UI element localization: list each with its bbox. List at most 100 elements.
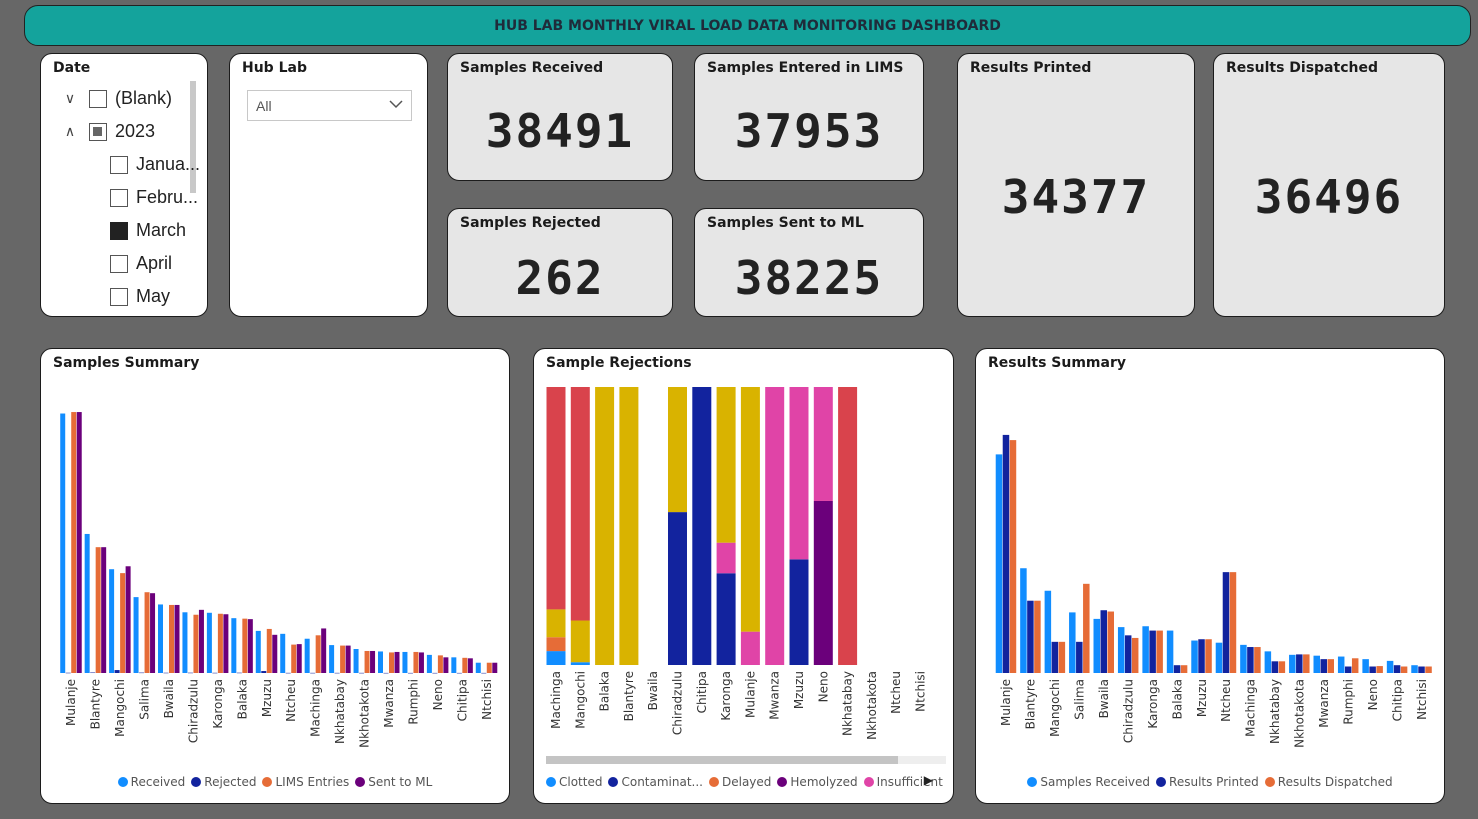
stacked-bar-segment[interactable] [716,387,736,543]
bar[interactable] [456,672,462,674]
checkbox[interactable] [89,122,107,141]
legend-item[interactable]: Hemolyzed [777,775,858,789]
bar[interactable] [475,662,481,673]
bar[interactable] [486,662,492,673]
bar[interactable] [321,628,327,673]
bar[interactable] [242,618,248,673]
bar[interactable] [1411,665,1418,673]
bar[interactable] [418,652,424,673]
bar[interactable] [158,604,163,673]
legend-item[interactable]: Rejected [191,775,256,789]
bar[interactable] [1044,590,1052,673]
bar[interactable] [1344,666,1352,673]
bar[interactable] [1058,641,1066,673]
date-item-march[interactable]: March [110,220,186,241]
bar[interactable] [231,618,237,673]
stacked-bar-segment[interactable] [668,512,687,665]
bar[interactable] [1271,661,1279,673]
bar[interactable] [109,569,115,673]
stacked-bar-segment[interactable] [838,387,858,665]
date-item-may[interactable]: May [110,286,170,307]
bar[interactable] [1100,610,1108,673]
bar[interactable] [1393,665,1401,673]
legend-item[interactable]: Results Printed [1156,775,1259,789]
bar[interactable] [1124,635,1132,673]
bar[interactable] [492,662,498,673]
legend-next-arrow-icon[interactable]: ▶ [923,773,933,787]
stacked-bar-segment[interactable] [546,387,566,610]
bar[interactable] [280,633,286,673]
bar[interactable] [182,612,188,673]
bar[interactable] [1254,647,1261,673]
bar[interactable] [310,672,316,674]
bar[interactable] [1362,659,1369,673]
bar[interactable] [272,634,278,673]
bar[interactable] [1117,627,1125,673]
stacked-bar-segment[interactable] [716,542,736,574]
bar[interactable] [150,593,156,673]
checkbox[interactable] [110,221,128,240]
bar[interactable] [174,604,180,673]
bar[interactable] [125,566,131,673]
legend-item[interactable]: Received [117,775,185,789]
bar[interactable] [193,614,199,673]
bar[interactable] [1166,630,1174,673]
bar[interactable] [1247,647,1254,673]
bar[interactable] [359,672,365,674]
bar[interactable] [402,651,408,673]
bar[interactable] [1337,656,1345,673]
collapse-chevron-icon[interactable]: ∧ [64,123,76,139]
legend-item[interactable]: Clotted [546,775,602,789]
stacked-bar-segment[interactable] [546,651,566,665]
bar[interactable] [255,630,261,673]
bar[interactable] [364,650,370,673]
stacked-bar-segment[interactable] [740,387,760,632]
checkbox[interactable] [110,254,128,273]
bar[interactable] [329,645,335,673]
bar[interactable] [120,573,126,673]
bar[interactable] [1418,666,1425,673]
bar[interactable] [236,672,242,674]
checkbox[interactable] [89,89,107,108]
bar[interactable] [389,652,394,673]
bar[interactable] [1107,611,1115,673]
legend-item[interactable]: Samples Received [1027,775,1150,789]
horizontal-scrollbar[interactable] [546,756,946,764]
stacked-bar-segment[interactable] [789,559,809,665]
bar[interactable] [1076,641,1083,673]
stacked-bar-segment[interactable] [716,573,736,665]
bar[interactable] [370,650,376,673]
stacked-bar-segment[interactable] [546,637,566,652]
bar[interactable] [1009,440,1017,673]
bar[interactable] [345,645,351,673]
bar[interactable] [1205,639,1212,673]
bar[interactable] [187,672,193,674]
bar[interactable] [1051,641,1059,673]
bar[interactable] [1369,666,1376,673]
bar[interactable] [315,635,321,673]
bar[interactable] [1289,654,1296,673]
bar[interactable] [1069,612,1076,673]
checkbox[interactable] [110,287,128,306]
stacked-bar-segment[interactable] [813,387,833,501]
legend-item[interactable]: Results Dispatched [1264,775,1393,789]
bar[interactable] [467,658,473,673]
legend-item[interactable]: LIMS Entries [262,775,349,789]
bar[interactable] [1034,600,1041,673]
stacked-bar-segment[interactable] [692,387,712,665]
bar[interactable] [296,644,302,673]
bar[interactable] [163,672,169,674]
bar[interactable] [378,651,383,673]
bar[interactable] [1351,658,1359,673]
bar[interactable] [462,657,468,673]
expand-chevron-icon[interactable]: ∨ [64,90,76,106]
bar[interactable] [481,672,487,674]
bar[interactable] [1327,659,1335,673]
bar[interactable] [291,644,297,673]
bar[interactable] [101,547,107,673]
bar[interactable] [1002,434,1010,673]
bar[interactable] [1425,666,1432,673]
bar[interactable] [1083,583,1090,673]
bar[interactable] [1142,626,1149,673]
bar[interactable] [60,413,66,673]
